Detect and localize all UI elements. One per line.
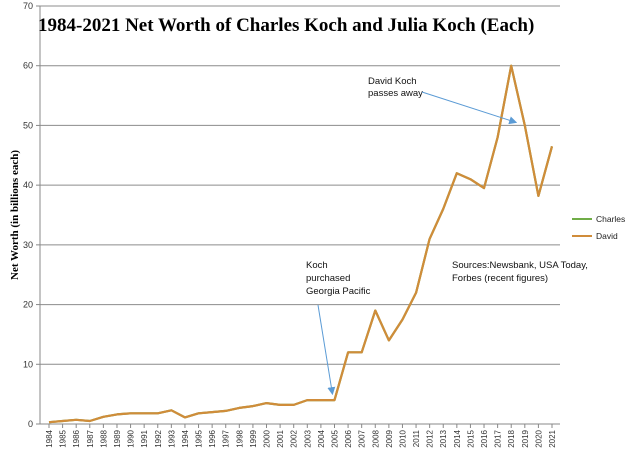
x-tick-label: 2016 [480,429,489,447]
x-tick-label: 2007 [358,429,367,447]
x-tick-label: 1985 [59,429,68,447]
annotation-text: Georgia Pacific [306,286,371,297]
legend-label-charles: Charles [596,214,625,224]
x-tick-label: 2000 [263,429,272,447]
x-tick-label: 2004 [317,429,326,447]
x-tick-label: 2015 [466,429,475,447]
y-tick-label: 20 [23,300,33,310]
x-tick-label: 2009 [385,429,394,447]
x-tick-label: 1998 [235,429,244,447]
net-worth-chart: 0 10 20 30 40 50 60 70 1984 1985 1986 1987 1988 1989 1… [0,0,632,460]
y-tick-label: 10 [23,359,33,369]
y-tick-label: 60 [23,61,33,71]
annotation-text: Sources:Newsbank, USA Today, [452,260,588,271]
x-tick-label: 2001 [276,429,285,447]
annotation-text: purchased [306,273,350,284]
x-tick-label: 2013 [439,429,448,447]
x-tick-label: 1984 [45,429,54,447]
x-tick-label: 1999 [249,429,258,447]
annotation-text: Koch [306,260,328,271]
y-axis-label: Net Worth (in billions each) [9,150,21,280]
annotation-text: passes away [368,88,423,99]
x-tick-label: 1987 [86,429,95,447]
chart-background [0,0,632,460]
chart-canvas: 0 10 20 30 40 50 60 70 1984 1985 1986 1987 1988 1989 1… [0,0,632,460]
y-tick-label: 70 [23,1,33,11]
annotation-text: David Koch [368,76,417,87]
x-tick-label: 2005 [330,429,339,447]
x-tick-label: 2017 [494,429,503,447]
x-tick-label: 2020 [534,429,543,447]
x-tick-label: 1997 [222,429,231,447]
x-tick-label: 2011 [412,429,421,447]
y-tick-label: 40 [23,180,33,190]
x-tick-label: 2018 [507,429,516,447]
x-tick-label: 2019 [521,429,530,447]
x-tick-label: 2012 [426,429,435,447]
x-tick-label: 1994 [181,429,190,447]
x-tick-label: 1989 [113,429,122,447]
x-tick-label: 1996 [208,429,217,447]
chart-title: 1984-2021 Net Worth of Charles Koch and … [38,15,534,36]
x-tick-label: 2021 [548,429,557,447]
x-tick-label: 1990 [127,429,136,447]
x-tick-label: 2010 [398,429,407,447]
x-tick-label: 1988 [99,429,108,447]
y-tick-label: 30 [23,240,33,250]
x-tick-label: 2002 [290,429,299,447]
x-tick-label: 2014 [453,429,462,447]
x-tick-label: 1995 [195,429,204,447]
x-tick-label: 1986 [72,429,81,447]
x-tick-label: 2003 [303,429,312,447]
x-tick-label: 2008 [371,429,380,447]
x-tick-label: 2006 [344,429,353,447]
x-tick-label: 1991 [140,429,149,447]
annotation-text: Forbes (recent figures) [452,273,548,284]
legend-label-david: David [596,231,618,241]
x-tick-label: 1992 [154,429,163,447]
x-tick-label: 1993 [167,429,176,447]
y-tick-label: 0 [28,419,33,429]
y-tick-label: 50 [23,120,33,130]
